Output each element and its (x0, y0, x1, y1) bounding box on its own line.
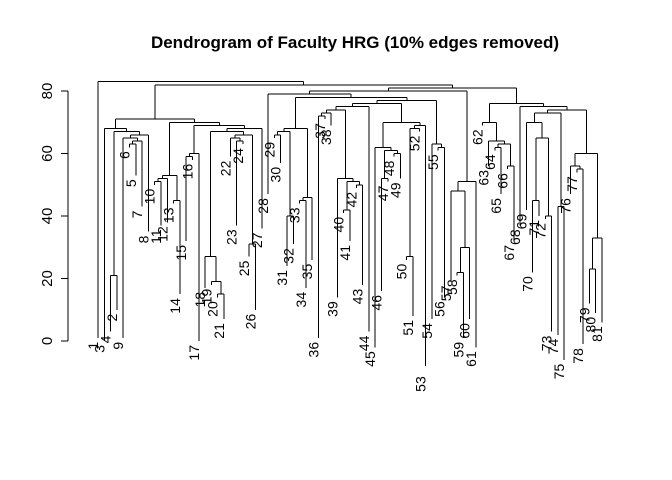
leaf-label: 70 (520, 276, 536, 292)
leaf-label: 53 (413, 376, 429, 392)
leaf-label: 46 (369, 295, 385, 311)
leaf-label: 73 (539, 335, 555, 351)
y-tick-label: 60 (39, 145, 56, 162)
leaf-label: 12 (154, 226, 170, 242)
leaf-label: 62 (469, 129, 485, 145)
leaf-label: 45 (362, 351, 378, 367)
leaf-label: 76 (558, 198, 574, 214)
leaf-label: 60 (457, 323, 473, 339)
y-tick-label: 40 (39, 208, 56, 225)
leaf-label: 74 (545, 339, 561, 355)
leaf-label: 41 (337, 245, 353, 261)
leaf-label: 14 (167, 298, 183, 314)
leaf-label: 39 (324, 301, 340, 317)
leaf-label: 42 (343, 192, 359, 208)
leaf-label: 57 (438, 285, 454, 301)
leaf-label: 54 (419, 323, 435, 339)
leaf-label: 49 (387, 182, 403, 198)
leaf-label: 58 (444, 279, 460, 295)
leaf-label: 2 (104, 314, 120, 322)
leaf-label: 17 (186, 345, 202, 361)
leaf-label: 34 (293, 292, 309, 308)
leaf-label: 6 (117, 151, 133, 159)
leaf-label: 33 (287, 207, 303, 223)
leaf-label: 71 (526, 220, 542, 236)
leaf-label: 11 (148, 229, 164, 244)
leaf-label: 31 (274, 270, 290, 286)
leaf-label: 36 (306, 342, 322, 358)
leaf-label: 55 (425, 154, 441, 170)
leaf-label: 4 (98, 335, 114, 343)
leaf-label: 56 (432, 301, 448, 317)
leaf-label: 32 (280, 248, 296, 264)
dendrogram-branches (97, 81, 603, 366)
leaf-label: 20 (205, 301, 221, 317)
leaf-label: 75 (551, 364, 567, 380)
leaf-label: 81 (589, 326, 605, 342)
leaf-label: 35 (299, 264, 315, 280)
y-tick-label: 80 (39, 83, 56, 100)
leaf-label: 21 (211, 323, 227, 339)
leaf-label: 69 (513, 214, 529, 230)
leaf-label: 52 (406, 135, 422, 151)
y-tick-label: 0 (39, 337, 56, 345)
leaf-label: 18 (192, 292, 208, 308)
leaf-label: 7 (129, 210, 145, 218)
leaf-label: 26 (243, 314, 259, 330)
leaf-label: 50 (394, 264, 410, 280)
leaf-label: 67 (501, 245, 517, 261)
leaf-label: 68 (507, 229, 523, 245)
leaf-label: 66 (495, 173, 511, 189)
leaf-label: 79 (576, 307, 592, 323)
leaf-label: 51 (400, 320, 416, 336)
leaf-label: 23 (224, 229, 240, 245)
leaf-label: 78 (570, 348, 586, 364)
leaf-label: 25 (236, 260, 252, 276)
chart-title: Dendrogram of Faculty HRG (10% edges rem… (151, 33, 559, 52)
leaf-label: 65 (488, 198, 504, 214)
leaf-label: 47 (375, 185, 391, 201)
leaf-label: 10 (142, 189, 158, 205)
leaf-label: 22 (217, 160, 233, 176)
leaf-label: 64 (482, 154, 498, 170)
leaf-label: 16 (180, 164, 196, 180)
y-tick-label: 20 (39, 270, 56, 287)
leaf-label: 8 (135, 235, 151, 243)
leaf-label: 77 (564, 176, 580, 192)
leaf-label: 3 (91, 345, 107, 353)
leaf-label: 40 (331, 217, 347, 233)
leaf-label: 19 (198, 289, 214, 305)
leaf-label: 38 (318, 129, 334, 145)
leaf-label: 30 (268, 167, 284, 183)
leaf-label: 44 (356, 335, 372, 351)
leaf-label: 37 (312, 123, 328, 139)
leaf-label: 43 (350, 289, 366, 305)
y-axis: 0 20 40 60 80 (39, 83, 69, 345)
leaf-label: 61 (463, 351, 479, 367)
leaf-label: 15 (173, 245, 189, 261)
leaf-label: 63 (476, 170, 492, 186)
leaf-label: 72 (532, 223, 548, 239)
leaf-label: 28 (255, 198, 271, 214)
leaf-label: 24 (230, 148, 246, 164)
leaf-label: 5 (123, 179, 139, 187)
leaf-label: 27 (249, 232, 265, 248)
leaf-labels: 1342965781011121314151617181920212223242… (85, 123, 605, 392)
leaf-label: 9 (110, 342, 126, 350)
leaf-label: 13 (161, 207, 177, 223)
leaf-label: 80 (583, 317, 599, 333)
leaf-label: 29 (261, 142, 277, 158)
leaf-label: 59 (450, 342, 466, 358)
leaf-label: 48 (381, 160, 397, 176)
leaf-label: 1 (85, 342, 101, 350)
